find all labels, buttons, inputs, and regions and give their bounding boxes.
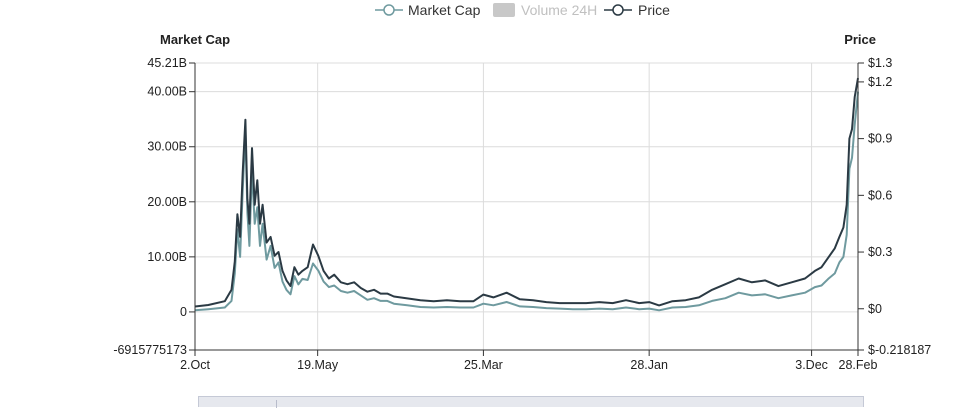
left-tick-label: 45.21B [147, 56, 187, 70]
scrollbar-grip[interactable] [276, 400, 277, 408]
right-tick-label: $-0.218187 [868, 343, 931, 357]
x-tick-label: 19.May [297, 358, 339, 372]
market-cap-series-line [194, 91, 859, 312]
left-tick-label: 40.00B [147, 85, 187, 99]
right-axis-title: Price [844, 32, 876, 47]
left-axis-ticks: 45.21B 40.00B 30.00B 20.00B 10.00B 0 -69157751… [113, 56, 195, 357]
legend-item-volume[interactable]: Volume 24H [493, 2, 597, 18]
right-tick-label: $0.3 [868, 245, 892, 259]
right-tick-label: $0.9 [868, 132, 892, 146]
left-tick-label: 30.00B [147, 140, 187, 154]
left-tick-label: 0 [180, 305, 187, 319]
left-tick-label: -6915775173 [113, 343, 187, 357]
legend: Market Cap Volume 24H Price [375, 2, 670, 18]
market-cap-legend-marker [383, 4, 395, 16]
legend-market-cap-label: Market Cap [408, 2, 481, 18]
left-tick-label: 20.00B [147, 195, 187, 209]
navigator-scrollbar[interactable] [198, 396, 864, 408]
left-tick-label: 10.00B [147, 250, 187, 264]
grid-layer [194, 62, 859, 351]
legend-item-market-cap[interactable]: Market Cap [375, 2, 481, 18]
x-tick-label: 2.Oct [180, 358, 210, 372]
x-axis-ticks: 2.Oct 19.May 25.Mar 28.Jan 3.Dec 28.Feb [180, 350, 878, 372]
axes-layer [194, 63, 859, 351]
series-layer [194, 77, 859, 312]
x-tick-label: 28.Feb [839, 358, 878, 372]
x-tick-label: 25.Mar [464, 358, 503, 372]
x-tick-label: 28.Jan [630, 358, 668, 372]
x-tick-label: 3.Dec [795, 358, 828, 372]
price-chart: Market Cap Volume 24H Price Market Cap P… [113, 2, 931, 372]
left-axis-title: Market Cap [160, 32, 230, 47]
legend-price-label: Price [638, 2, 670, 18]
price-legend-marker [612, 4, 624, 16]
volume-legend-swatch [493, 3, 515, 17]
price-series-line [194, 77, 859, 308]
right-axis-ticks: $1.3 $1.2 $0.9 $0.6 $0.3 $0 $-0.218187 [858, 56, 931, 357]
right-tick-label: $0.6 [868, 188, 892, 202]
right-tick-label: $1.3 [868, 56, 892, 70]
legend-volume-label: Volume 24H [521, 2, 597, 18]
legend-item-price[interactable]: Price [604, 2, 670, 18]
right-tick-label: $0 [868, 302, 882, 316]
right-tick-label: $1.2 [868, 75, 892, 89]
